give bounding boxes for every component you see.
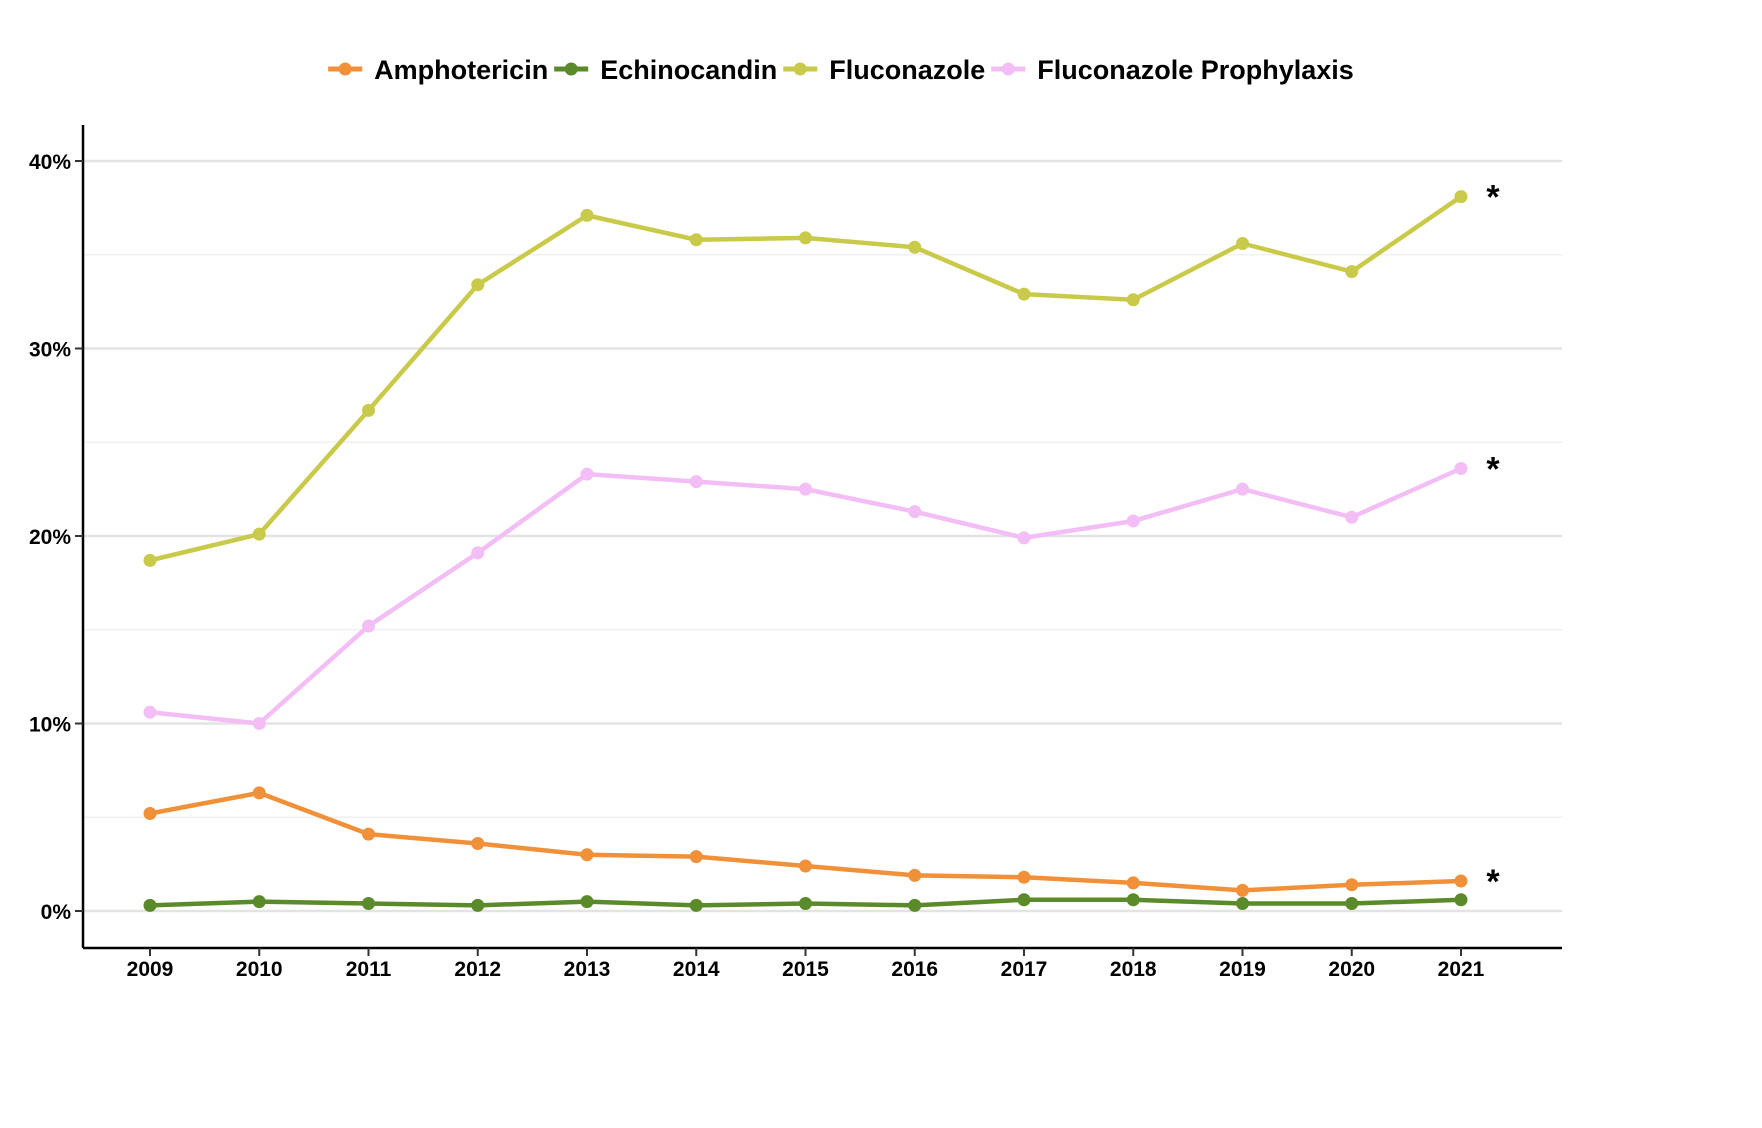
data-point-fluconazole [1236,237,1249,250]
data-point-fluconazole-prophylaxis [1017,531,1031,545]
legend-item-amphotericin: Amphotericin [328,55,548,85]
data-point-echinocandin [1126,893,1140,907]
axis-layer: 0% 10% 20% 30% 40% 2009 2010 2011 2012 2013 2014 20… [29,125,1562,981]
data-point-amphotericin [799,859,812,873]
data-point-amphotericin [689,850,703,864]
x-tick-label: 2012 [454,958,501,981]
annotation-layer: * * * [1486,179,1500,901]
data-point-echinocandin [580,895,594,909]
data-point-fluconazole [1454,190,1468,204]
data-point-amphotericin [143,807,157,820]
x-tick-label: 2014 [673,958,720,981]
data-point-fluconazole [580,208,594,222]
legend: Amphotericin Echinocandin Fluconazole Fluco… [328,55,1354,85]
x-tick-label: 2010 [236,958,283,981]
legend-label: Fluconazole Prophylaxis [1037,55,1354,85]
data-point-echinocandin [143,898,157,912]
y-tick-label: 40% [29,151,71,174]
legend-key-dot [793,62,807,76]
data-point-amphotericin [1017,870,1031,884]
legend-key-dot [338,62,352,76]
legend-key-dot [1001,62,1015,76]
data-point-echinocandin [362,897,375,910]
data-point-amphotericin [908,868,922,882]
data-point-echinocandin [908,898,922,912]
data-point-echinocandin [252,895,266,909]
legend-item-fluconazole-prophylaxis: Fluconazole Prophylaxis [991,55,1354,85]
data-point-amphotericin [580,848,594,862]
legend-label: Amphotericin [374,55,548,85]
data-point-fluconazole [143,553,157,567]
data-point-fluconazole [362,403,375,417]
x-tick-label: 2016 [891,958,938,981]
data-point-amphotericin [471,837,485,850]
data-point-fluconazole [252,527,266,541]
data-point-fluconazole-prophylaxis [362,619,375,633]
data-point-amphotericin [1345,878,1359,892]
data-point-fluconazole [1345,265,1359,279]
data-point-fluconazole-prophylaxis [799,482,812,496]
x-tick-label: 2020 [1328,958,1375,981]
data-point-fluconazole-prophylaxis [252,717,266,730]
data-point-fluconazole-prophylaxis [1236,482,1249,496]
data-point-echinocandin [1017,893,1031,907]
data-point-fluconazole [799,231,812,245]
series-line-amphotericin [147,790,1464,893]
data-point-fluconazole-prophylaxis [580,467,594,481]
legend-label: Fluconazole [829,55,985,85]
y-tick-label: 20% [29,526,71,549]
x-tick-label: 2015 [782,958,829,981]
data-point-fluconazole-prophylaxis [689,475,703,489]
data-point-fluconazole [471,278,485,292]
data-point-fluconazole [689,233,703,247]
data-point-echinocandin [1236,897,1249,910]
series-line-fluconazole [147,194,1464,563]
data-point-fluconazole-prophylaxis [908,505,922,519]
significance-annotation: * [1486,863,1500,901]
data-point-amphotericin [362,827,375,841]
legend-label: Echinocandin [600,55,777,85]
data-point-echinocandin [799,897,812,910]
series-layer [143,190,1468,912]
data-point-amphotericin [252,786,266,800]
data-point-fluconazole-prophylaxis [471,546,485,560]
x-tick-label: 2009 [127,958,174,981]
grid-layer [83,159,1562,913]
data-point-echinocandin [471,898,485,912]
series-line-fluconazole-prophylaxis [147,466,1464,726]
legend-key-dot [564,62,578,76]
data-point-echinocandin [1454,893,1468,907]
data-point-fluconazole-prophylaxis [1345,510,1359,524]
x-tick-label: 2019 [1219,958,1266,981]
y-tick-label: 0% [41,901,72,924]
data-point-fluconazole-prophylaxis [143,705,157,719]
data-point-fluconazole-prophylaxis [1126,514,1140,528]
data-point-amphotericin [1126,876,1140,890]
legend-item-echinocandin: Echinocandin [554,55,777,85]
data-point-fluconazole-prophylaxis [1454,462,1468,475]
x-tick-label: 2021 [1438,958,1485,981]
y-tick-label: 10% [29,714,71,737]
data-point-amphotericin [1236,883,1249,897]
legend-item-fluconazole: Fluconazole [783,55,985,85]
data-point-fluconazole [1126,293,1140,307]
x-tick-label: 2011 [346,958,392,981]
x-tick-label: 2017 [1001,958,1048,981]
significance-annotation: * [1486,179,1500,217]
data-point-echinocandin [1345,897,1359,910]
data-point-amphotericin [1454,874,1468,888]
data-point-fluconazole [1017,287,1031,301]
data-point-echinocandin [689,898,703,912]
data-point-fluconazole [908,240,922,254]
x-tick-label: 2013 [564,958,611,981]
x-tick-label: 2018 [1110,958,1157,981]
significance-annotation: * [1486,451,1500,489]
y-tick-label: 30% [29,339,71,362]
